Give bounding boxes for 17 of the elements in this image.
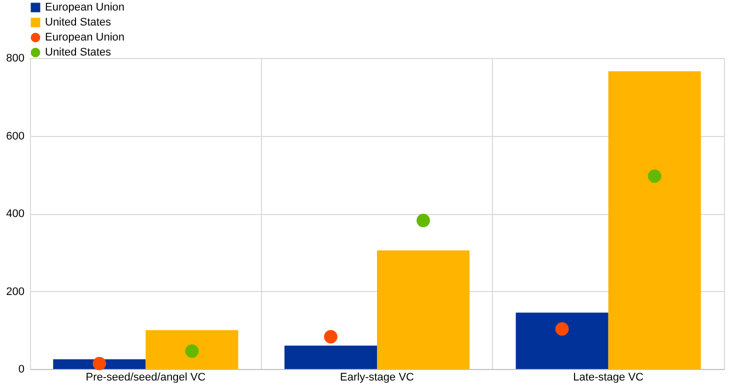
bar [146, 330, 238, 369]
legend-label: European Union [45, 2, 125, 14]
x-tick-label: Late-stage VC [573, 372, 644, 384]
bar [284, 346, 377, 369]
y-tick-label: 200 [6, 286, 24, 298]
bar [608, 71, 701, 369]
bar [377, 250, 470, 369]
legend-label: United States [45, 16, 112, 28]
y-tick-label: 600 [6, 130, 24, 142]
y-tick-label: 0 [18, 364, 24, 376]
legend-label: European Union [45, 32, 125, 44]
x-tick-label: Pre-seed/seed/angel VC [86, 372, 206, 384]
x-tick-label: Early-stage VC [340, 372, 414, 384]
y-tick-label: 800 [6, 52, 24, 64]
y-tick-label: 400 [6, 208, 24, 220]
legend-label: United States [45, 46, 112, 58]
bar [516, 312, 608, 369]
